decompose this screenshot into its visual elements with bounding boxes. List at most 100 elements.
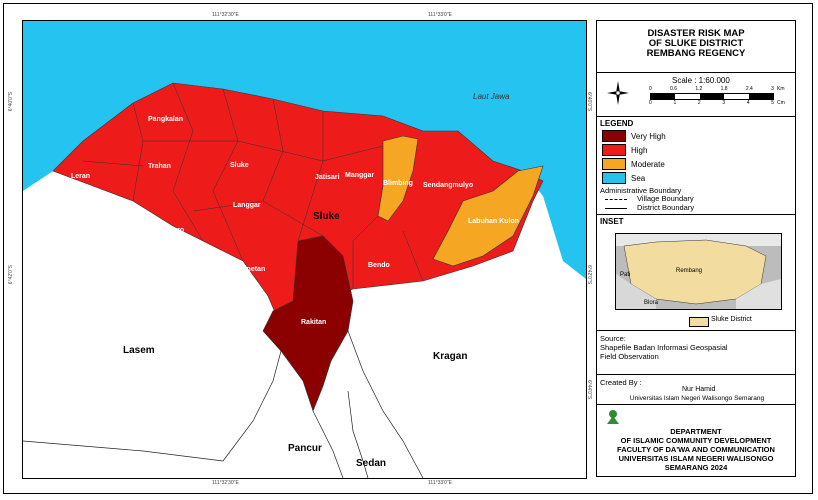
dept-line-2: OF ISLAMIC COMMUNITY DEVELOPMENT	[620, 436, 772, 445]
coord-bottom-1: 111°32'30"E	[212, 480, 239, 486]
dept-line-1: DEPARTMENT	[670, 427, 722, 436]
label-district-sluke: Sluke	[313, 211, 340, 222]
coord-top-2: 111°33'0"E	[428, 12, 453, 18]
title-line-2: OF SLUKE DISTRICT	[648, 38, 744, 49]
admin-title: Administrative Boundary	[600, 186, 682, 195]
label-rakitan: Rakitan	[301, 319, 326, 326]
inset-legend-label: Sluke District	[711, 316, 752, 323]
label-pangkalan: Pangkalan	[148, 116, 183, 123]
title-section: DISASTER RISK MAP OF SLUKE DISTRICT REMB…	[597, 21, 795, 73]
inset-title: INSET	[600, 217, 624, 226]
zone-very-high-rakitan	[262, 235, 354, 412]
coord-right-1: 6°40'0"S	[586, 92, 592, 112]
inset-label-rembang: Rembang	[676, 268, 702, 274]
label-bendo: Bendo	[368, 262, 390, 269]
legend-swatch	[602, 130, 626, 142]
coord-top-1: 111°32'30"E	[212, 12, 239, 18]
legend-item-very-high: Very High	[602, 130, 666, 142]
admin-district: District Boundary	[637, 203, 695, 212]
label-jurangjero: Jurangjero	[148, 227, 184, 234]
scale-tick: 2.4	[745, 86, 753, 92]
coord-right-3: 6°44'0"S	[586, 380, 592, 400]
scale-tick: 0.6	[670, 86, 678, 92]
inset-map: Pati Blora Rembang	[615, 233, 782, 310]
scale-tick: 1.2	[695, 86, 703, 92]
coord-bottom-2: 111°33'0"E	[428, 480, 453, 486]
dept-line-4: UNIVERSITAS ISLAM NEGERI WALISONGO	[618, 454, 774, 463]
legend-label: Sea	[631, 173, 646, 183]
scale-tick: 1	[673, 100, 677, 106]
legend-label: Moderate	[631, 159, 665, 169]
legend-swatch	[602, 144, 626, 156]
scale-bar	[650, 93, 774, 100]
label-manggar: Manggar	[345, 172, 374, 179]
dept-text: DEPARTMENT OF ISLAMIC COMMUNITY DEVELOPM…	[597, 427, 795, 472]
legend-item-high: High	[602, 144, 647, 156]
legend-swatch	[602, 172, 626, 184]
coord-left-2: 6°42'0"S	[8, 265, 14, 285]
coord-left-1: 6°40'0"S	[8, 92, 14, 112]
legend-label: Very High	[631, 131, 666, 141]
zone-moderate-blimbing	[377, 135, 419, 222]
neighbor-boundaries	[23, 330, 424, 478]
village-boundary-line	[605, 199, 627, 200]
compass-icon	[607, 81, 629, 105]
title-line-1: DISASTER RISK MAP	[647, 28, 745, 39]
label-langgar: Langgar	[233, 202, 261, 209]
label-labuhan-kulon: Labuhan Kulon	[468, 218, 519, 225]
scale-unit-km: Km	[777, 86, 785, 92]
label-blimbing: Blimbing	[383, 180, 413, 187]
title-line-3: REMBANG REGENCY	[646, 48, 746, 59]
source-line-1: Shapefile Badan Informasi Geospasial	[600, 343, 728, 352]
legend-title: LEGEND	[600, 119, 634, 128]
map-frame	[3, 3, 813, 494]
side-panel: DISASTER RISK MAP OF SLUKE DISTRICT REMB…	[596, 20, 796, 477]
scale-ticks-top: 0 0.6 1.2 1.8 2.4 3	[649, 86, 774, 92]
source-title: Source:	[600, 334, 626, 343]
scale-tick: 1.8	[720, 86, 728, 92]
dept-line-5: SEMARANG 2024	[664, 463, 728, 472]
label-lasem: Lasem	[123, 345, 155, 356]
zone-high	[52, 82, 544, 332]
dept-line-3: FACULTY OF DA'WA AND COMMUNICATION	[617, 445, 775, 454]
sea-label: Laut Jawa	[473, 92, 510, 101]
source-section: Source: Shapefile Badan Informasi Geospa…	[597, 331, 795, 375]
scale-ticks-bottom: 0 1 2 3 4 5	[649, 100, 774, 106]
label-kragan: Kragan	[433, 351, 467, 362]
map-svg: Laut Jawa Pangkalan Leran Trahan Sluke J…	[23, 21, 586, 478]
created-title: Created By :	[600, 378, 642, 387]
label-sendangmulyo: Sendangmulyo	[423, 182, 473, 189]
legend-label: High	[631, 145, 648, 155]
scale-tick: 5	[771, 100, 774, 106]
scale-text: Scale : 1:60.000	[672, 76, 730, 85]
district-boundary-line	[605, 208, 627, 209]
dept-section: DEPARTMENT OF ISLAMIC COMMUNITY DEVELOPM…	[597, 405, 795, 478]
label-sluke-village: Sluke	[230, 162, 249, 169]
zone-moderate-labuhan	[432, 165, 544, 267]
scale-tick: 2	[697, 100, 701, 106]
scale-tick: 4	[746, 100, 750, 106]
scale-unit-cm: Cm	[777, 100, 785, 106]
scale-section: Scale : 1:60.000 0 0.6 1.2 1.8 2.4 3 Km 0 1 2 3 4…	[597, 73, 795, 117]
sea-area	[23, 21, 586, 279]
label-sanetan: Sanetan	[238, 266, 265, 273]
inset-label-pati: Pati	[620, 272, 630, 278]
scale-tick: 0	[649, 86, 652, 92]
coord-right-2: 6°42'0"S	[586, 265, 592, 285]
created-section: Created By : Nur Hamid Universitas Islam…	[597, 375, 795, 405]
created-university: Universitas Islam Negeri Walisongo Semar…	[629, 395, 765, 402]
label-leran: Leran	[71, 173, 90, 180]
scale-tick: 3	[771, 86, 774, 92]
created-name: Nur Hamid	[682, 386, 716, 393]
scale-tick: 3	[722, 100, 726, 106]
legend-item-sea: Sea	[602, 172, 645, 184]
main-map: Laut Jawa Pangkalan Leran Trahan Sluke J…	[22, 20, 587, 479]
inset-label-blora: Blora	[644, 300, 659, 306]
village-boundaries	[82, 82, 424, 289]
legend-swatch	[602, 158, 626, 170]
inset-legend-swatch	[689, 317, 709, 327]
scale-tick: 0	[649, 100, 652, 106]
legend-section: LEGEND Very High High Moderate Sea Admin…	[597, 117, 795, 215]
label-sedan: Sedan	[356, 458, 386, 469]
admin-village: Village Boundary	[637, 194, 694, 203]
